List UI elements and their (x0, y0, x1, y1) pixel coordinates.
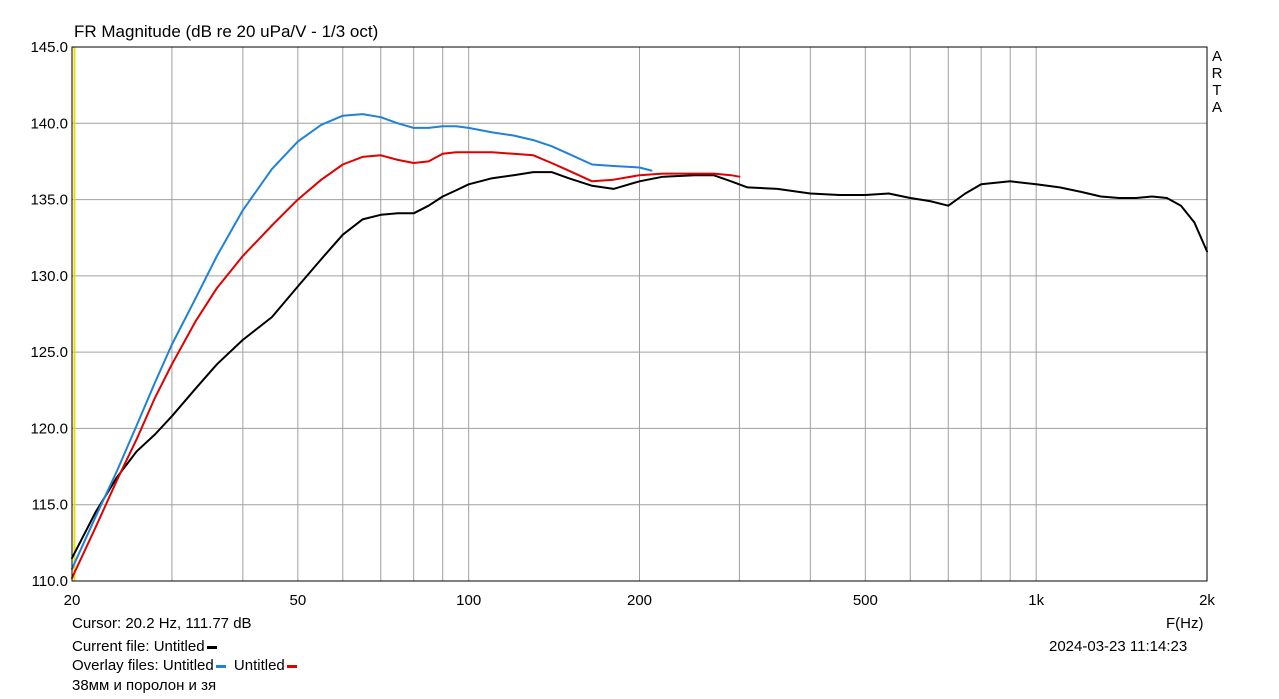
x-axis-label: F(Hz) (1166, 615, 1204, 632)
arta-letter: T (1212, 82, 1222, 99)
x-tick-label: 50 (289, 592, 306, 609)
overlay-second-label: Untitled (233, 657, 285, 674)
x-tick-label: 100 (456, 592, 481, 609)
date-time-stamp: 2024-03-23 11:14:23 (1049, 638, 1188, 655)
y-tick-label: 135.0 (30, 192, 68, 209)
overlay-files-label: Overlay files: Untitled (72, 657, 214, 674)
series-line-1 (71, 171, 1208, 560)
arta-letter: R (1211, 65, 1223, 82)
measurement-comment: 38мм и поролон и зя (72, 677, 217, 694)
series-line-2 (71, 113, 653, 570)
x-tick-label: 2k (1199, 592, 1215, 609)
y-tick-label: 140.0 (30, 115, 68, 132)
axis-tick-labels: 110.0 115.0 120.0 125.0 130.0 135.0 140.0 145.0… (30, 39, 1215, 609)
overlay-swatch-blue (215, 664, 226, 668)
arta-letter: A (1211, 48, 1222, 65)
y-tick-label: 120.0 (30, 420, 68, 437)
x-tick-label: 20 (64, 592, 81, 609)
cursor-readout: Cursor: 20.2 Hz, 111.77 dB (72, 615, 252, 632)
y-tick-label: 115.0 (32, 497, 68, 514)
chart-series (71, 113, 1208, 579)
x-tick-label: 1k (1028, 592, 1044, 609)
arta-letter: A (1211, 99, 1222, 116)
x-tick-label: 200 (627, 592, 652, 609)
current-file-legend: Current file: Untitled (72, 638, 217, 656)
current-file-label: Current file: Untitled (72, 638, 205, 655)
y-tick-label: 130.0 (30, 268, 68, 285)
y-tick-label: 125.0 (30, 344, 68, 361)
series-line-3 (71, 151, 741, 579)
y-tick-label: 145.0 (30, 39, 68, 56)
current-file-swatch (206, 645, 217, 649)
y-tick-label: 110.0 (32, 573, 68, 590)
overlay-files-legend: Overlay files: Untitled Untitled (72, 657, 297, 675)
plot-frame (71, 46, 1208, 582)
overlay-swatch-red (286, 664, 297, 668)
chart-title: FR Magnitude (dB re 20 uPa/V - 1/3 oct) (74, 22, 379, 41)
chart-grid (72, 47, 1207, 581)
x-tick-label: 500 (853, 592, 878, 609)
arta-watermark: A R T A (1211, 48, 1223, 116)
